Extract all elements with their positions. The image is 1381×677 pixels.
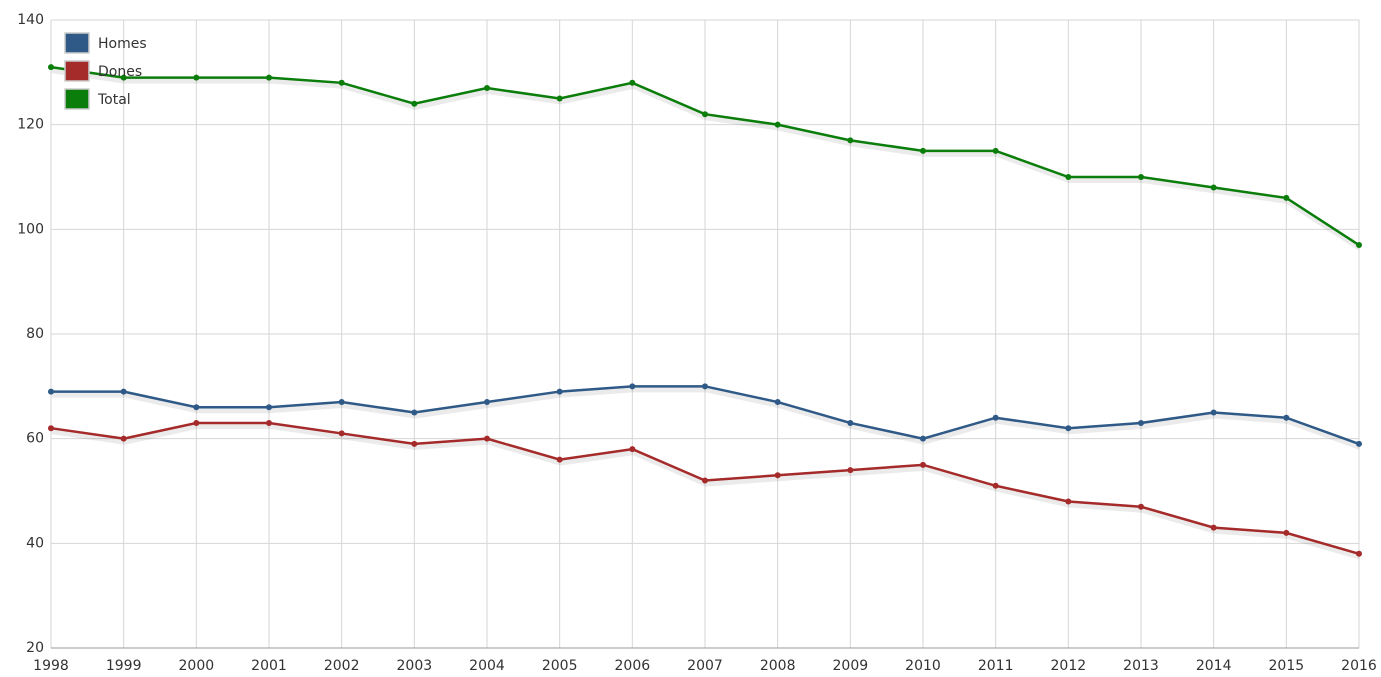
line-shadow	[51, 422, 1361, 560]
point	[411, 409, 418, 416]
legend-label: Total	[97, 92, 131, 108]
point	[120, 388, 127, 395]
y-tick-label: 80	[26, 326, 44, 342]
x-tick-label: 2014	[1196, 658, 1232, 673]
point	[556, 456, 563, 463]
point	[556, 95, 563, 102]
point	[338, 79, 345, 86]
x-tick-label: 2009	[833, 658, 869, 673]
point	[193, 404, 200, 411]
point	[1283, 194, 1290, 201]
x-tick-label: 2008	[760, 658, 796, 673]
point	[774, 399, 781, 406]
point	[1210, 184, 1217, 191]
y-tick-label: 20	[26, 640, 44, 656]
x-tick-label: 2002	[324, 658, 360, 673]
y-tick-label: 140	[17, 12, 44, 28]
x-tick-label: 2006	[615, 658, 651, 673]
x-tick-label: 1999	[106, 658, 142, 673]
point	[629, 446, 636, 453]
x-tick-label: 1998	[33, 658, 69, 673]
point	[629, 383, 636, 390]
point	[1065, 425, 1072, 432]
point	[702, 477, 708, 484]
point	[920, 435, 926, 442]
point	[266, 419, 272, 426]
point	[629, 79, 636, 86]
point	[411, 440, 418, 447]
point	[1138, 174, 1144, 180]
y-tick-label: 40	[26, 535, 44, 551]
legend-label: Homes	[98, 36, 147, 52]
point	[702, 111, 708, 118]
point	[1210, 409, 1217, 416]
point	[411, 100, 418, 107]
legend-swatch	[64, 60, 90, 82]
point	[847, 137, 854, 144]
point	[120, 74, 127, 81]
point	[266, 404, 272, 411]
point	[1283, 414, 1290, 421]
point	[992, 147, 999, 154]
point	[120, 435, 127, 442]
point	[484, 399, 490, 406]
point	[920, 147, 926, 154]
point	[1356, 242, 1362, 249]
point	[774, 472, 781, 479]
y-tick-label: 120	[17, 117, 44, 133]
line-shadow	[51, 67, 1362, 251]
point	[774, 121, 781, 128]
y-tick-label: 60	[26, 431, 44, 447]
line-shadow	[52, 386, 1362, 450]
legend: Homes Dones Total	[64, 32, 147, 110]
y-tick-label: 100	[17, 221, 44, 237]
point	[1356, 440, 1362, 447]
point	[847, 419, 854, 426]
x-tick-label: 2010	[905, 658, 941, 673]
point	[1065, 498, 1072, 505]
point	[556, 388, 563, 395]
point	[1138, 503, 1144, 510]
point	[702, 383, 708, 390]
point	[193, 74, 200, 81]
point	[484, 435, 490, 442]
x-tick-label: 2016	[1341, 658, 1377, 673]
legend-label: Dones	[98, 64, 142, 80]
point	[48, 64, 54, 71]
x-tick-label: 2007	[687, 658, 723, 673]
x-tick-label: 2004	[469, 658, 505, 673]
point	[193, 419, 200, 426]
point	[48, 425, 54, 432]
x-tick-label: 2012	[1051, 658, 1087, 673]
point	[338, 399, 345, 406]
point	[992, 482, 999, 489]
point	[338, 430, 345, 437]
x-tick-label: 2000	[179, 658, 215, 673]
x-tick-label: 2005	[542, 658, 578, 673]
point	[847, 467, 854, 474]
point	[920, 461, 926, 468]
legend-swatch	[64, 32, 90, 54]
x-tick-label: 2015	[1269, 658, 1305, 673]
x-tick-label: 2003	[397, 658, 433, 673]
x-tick-label: 2013	[1123, 658, 1159, 673]
point	[1138, 419, 1144, 426]
point	[48, 388, 54, 395]
x-tick-label: 2001	[251, 658, 287, 673]
point	[266, 74, 272, 81]
point	[992, 414, 999, 421]
point	[484, 85, 490, 92]
point	[1283, 529, 1290, 536]
legend-swatch	[64, 88, 90, 110]
point	[1356, 550, 1362, 557]
point	[1065, 174, 1072, 180]
point	[1210, 524, 1217, 531]
x-tick-label: 2011	[978, 658, 1014, 673]
